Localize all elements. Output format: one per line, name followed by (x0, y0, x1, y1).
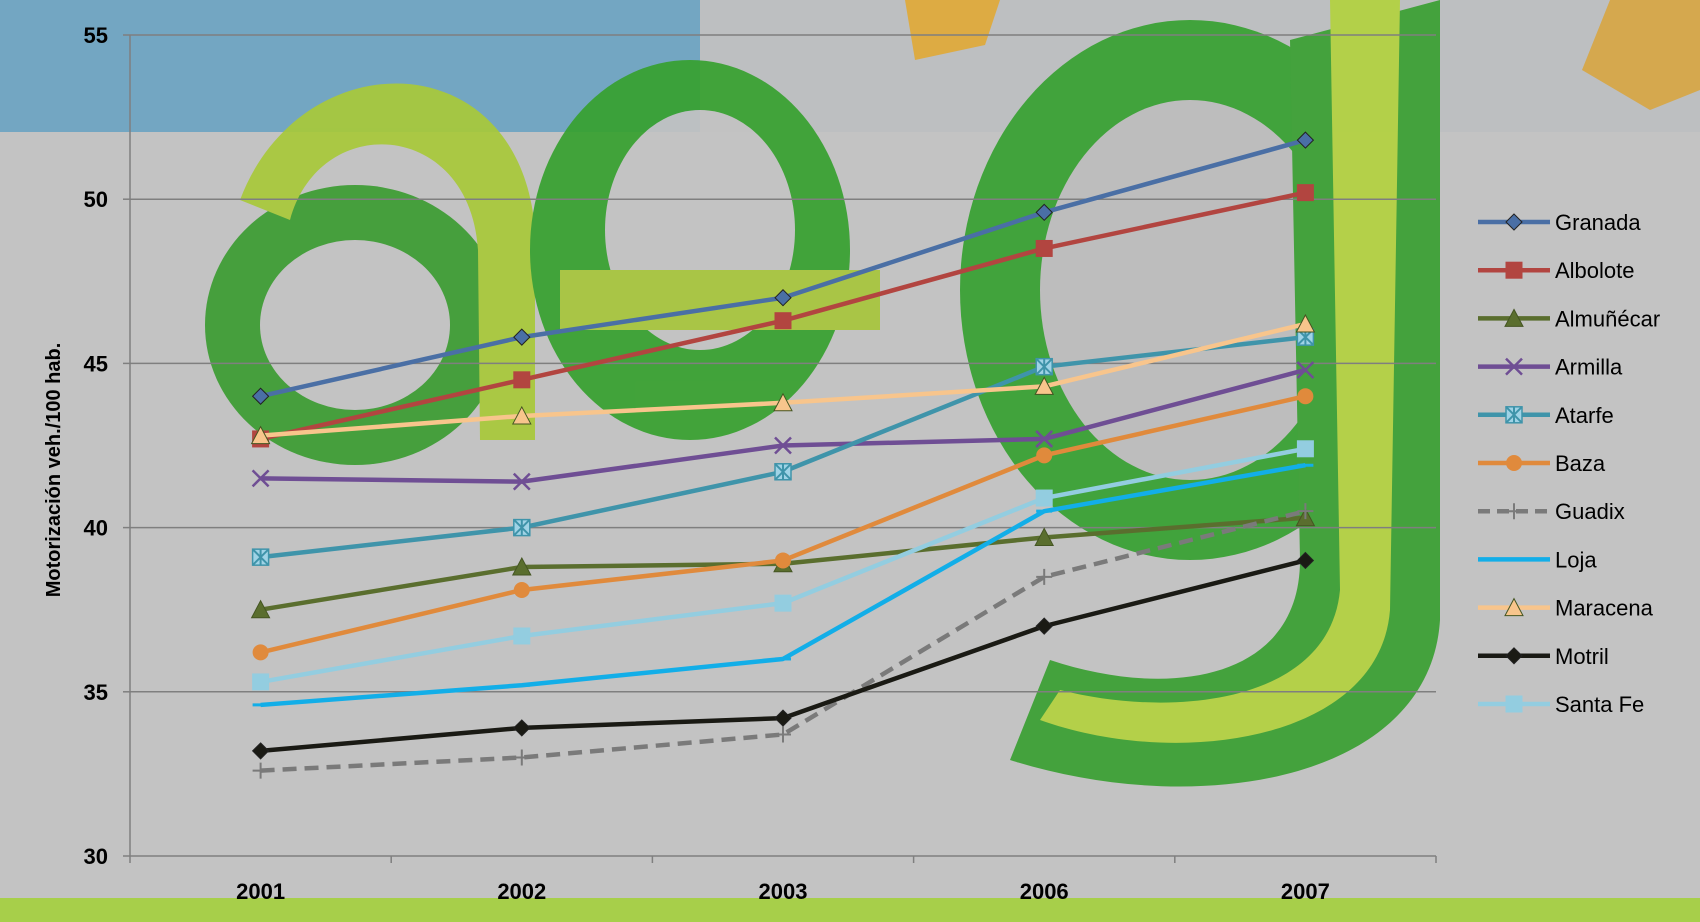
legend-label: Albolote (1555, 258, 1635, 283)
legend-item: Almuñécar (1478, 306, 1660, 331)
data-point (253, 674, 269, 690)
data-point (1506, 407, 1522, 423)
legend: Granada Albolote Almuñécar Armilla Atarfe Baz… (1478, 210, 1660, 717)
series-line (261, 140, 1306, 396)
legend-label: Baza (1555, 451, 1606, 476)
gridlines (130, 35, 1436, 692)
legend-item: Atarfe (1478, 403, 1614, 428)
data-point (1506, 455, 1522, 471)
data-point (514, 749, 530, 765)
data-point (514, 720, 530, 736)
y-axis-title: Motorización veh./100 hab. (43, 343, 65, 598)
legend-item: Loja (1478, 547, 1597, 572)
series-maracena (252, 315, 1315, 444)
legend-item: Armilla (1478, 355, 1623, 380)
legend-item: Motril (1478, 644, 1609, 669)
data-point (1036, 447, 1052, 463)
data-point (775, 552, 791, 568)
data-point (1297, 552, 1313, 568)
legend-item: Santa Fe (1478, 692, 1644, 717)
data-point (1506, 696, 1522, 712)
y-tick-label: 45 (84, 351, 108, 376)
x-tick-label: 2006 (1020, 879, 1069, 904)
y-tick-label: 50 (84, 187, 108, 212)
data-point (1506, 214, 1522, 230)
data-point (514, 329, 530, 345)
legend-label: Santa Fe (1555, 692, 1644, 717)
data-point (775, 710, 791, 726)
data-point (1506, 648, 1522, 664)
y-tick-label: 30 (84, 844, 108, 869)
data-point (514, 520, 530, 536)
legend-label: Maracena (1555, 596, 1654, 621)
data-point (775, 595, 791, 611)
data-point (1036, 204, 1052, 220)
y-tick-label: 55 (84, 23, 108, 48)
legend-label: Atarfe (1555, 403, 1614, 428)
x-tick-label: 2007 (1281, 879, 1330, 904)
series-line (261, 324, 1306, 436)
legend-item: Albolote (1478, 258, 1635, 283)
y-tick-label: 35 (84, 680, 108, 705)
legend-item: Maracena (1478, 596, 1654, 621)
data-point (514, 582, 530, 598)
legend-label: Armilla (1555, 355, 1623, 380)
data-point (1036, 359, 1052, 375)
data-point (253, 743, 269, 759)
legend-item: Guadix (1478, 499, 1625, 524)
data-point (514, 628, 530, 644)
series-baza (253, 388, 1314, 660)
legend-label: Loja (1555, 547, 1597, 572)
data-point (1036, 240, 1052, 256)
legend-label: Almuñécar (1555, 306, 1660, 331)
x-tick-label: 2001 (236, 879, 285, 904)
data-point (253, 763, 269, 779)
y-tick-label: 40 (84, 516, 108, 541)
data-point (1506, 262, 1522, 278)
data-point (775, 464, 791, 480)
data-point (775, 313, 791, 329)
legend-label: Granada (1555, 210, 1641, 235)
data-point (775, 290, 791, 306)
legend-label: Motril (1555, 644, 1609, 669)
series-lines (252, 132, 1315, 779)
data-point (253, 549, 269, 565)
legend-label: Guadix (1555, 499, 1625, 524)
data-point (1036, 618, 1052, 634)
data-point (1506, 503, 1522, 519)
data-point (253, 388, 269, 404)
data-point (1297, 441, 1313, 457)
series-line (261, 396, 1306, 652)
data-point (1297, 388, 1313, 404)
x-tick-label: 2002 (497, 879, 546, 904)
legend-item: Baza (1478, 451, 1606, 476)
data-point (1297, 132, 1313, 148)
data-point (1297, 185, 1313, 201)
data-point (514, 372, 530, 388)
data-point (253, 644, 269, 660)
legend-item: Granada (1478, 210, 1641, 235)
data-point (1036, 490, 1052, 506)
x-tick-label: 2003 (759, 879, 808, 904)
